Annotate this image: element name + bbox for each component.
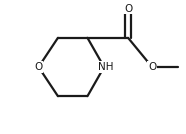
Text: O: O — [124, 4, 132, 14]
Text: NH: NH — [98, 62, 113, 72]
Text: O: O — [34, 62, 43, 72]
Text: O: O — [148, 62, 156, 72]
